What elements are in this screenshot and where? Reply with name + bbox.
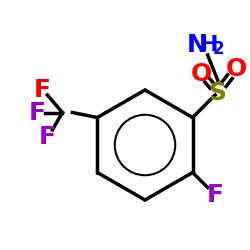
Text: O: O — [191, 62, 212, 86]
Text: F: F — [34, 78, 51, 102]
Text: S: S — [209, 80, 227, 104]
Text: F: F — [39, 126, 56, 150]
Text: O: O — [226, 57, 247, 81]
Text: H: H — [200, 35, 218, 55]
Text: N: N — [187, 33, 208, 57]
Text: F: F — [207, 183, 224, 207]
Text: 2: 2 — [213, 40, 225, 58]
Text: F: F — [29, 100, 46, 124]
